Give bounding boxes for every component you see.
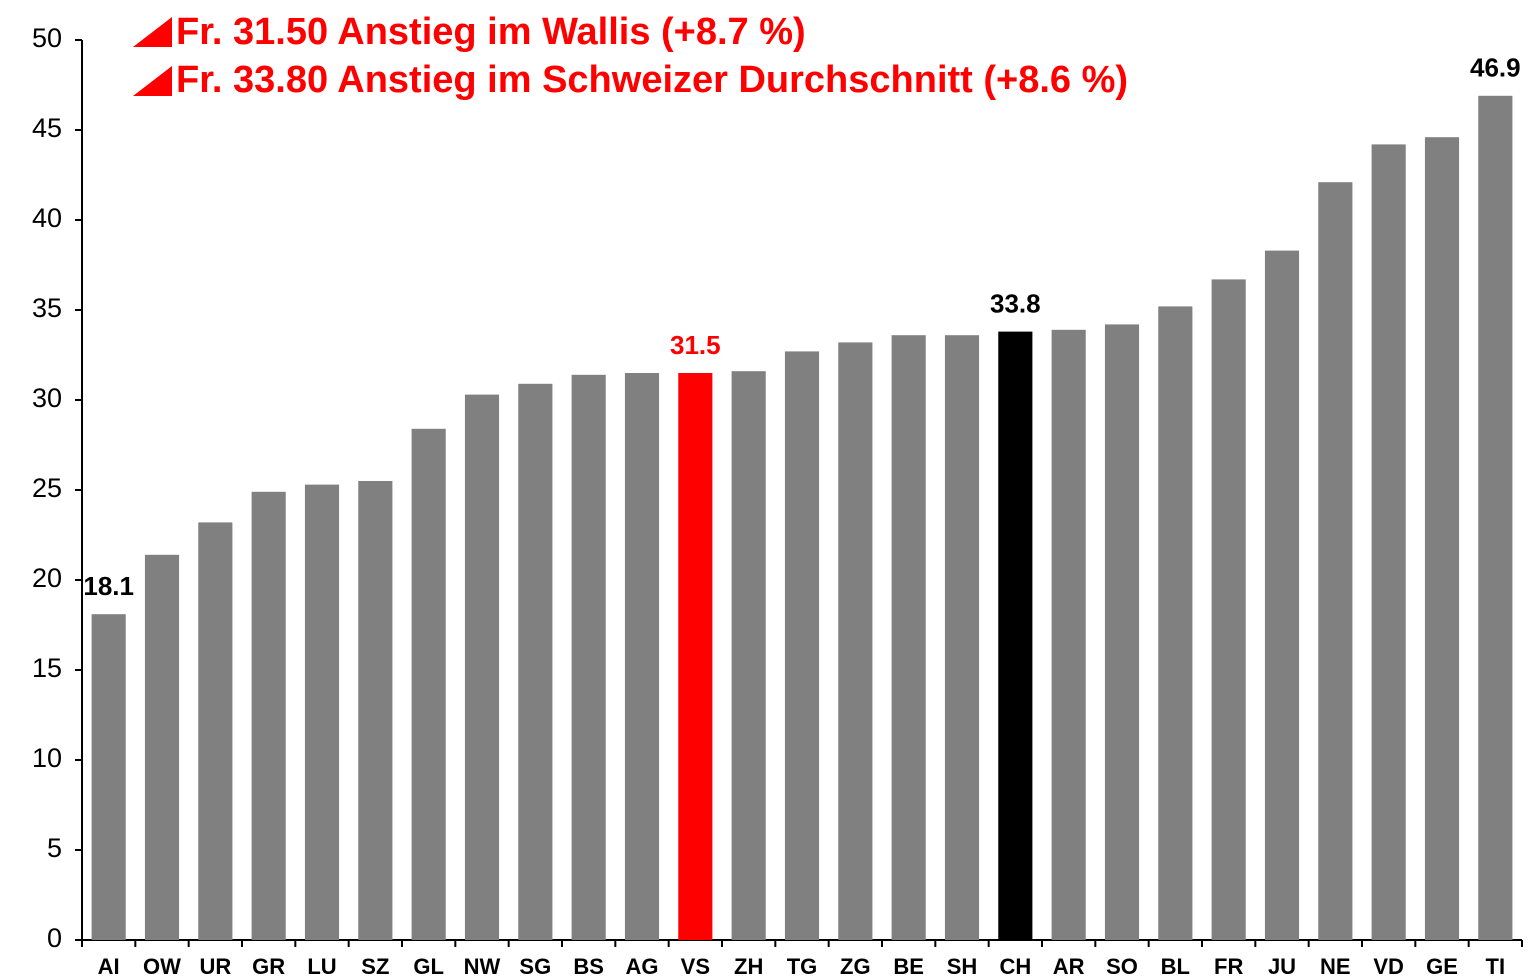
x-tick-label: ZG bbox=[840, 954, 871, 979]
bar bbox=[518, 383, 553, 940]
bar bbox=[358, 481, 393, 940]
bar bbox=[304, 484, 340, 940]
x-tick-label: OW bbox=[143, 954, 181, 979]
bar bbox=[1264, 250, 1300, 941]
value-label: 18.1 bbox=[83, 571, 134, 601]
y-tick-label: 35 bbox=[32, 293, 62, 323]
bar bbox=[998, 331, 1033, 941]
x-tick-label: CH bbox=[999, 954, 1031, 979]
y-tick-label: 30 bbox=[32, 383, 62, 413]
bar bbox=[1211, 279, 1246, 940]
bar bbox=[891, 335, 926, 940]
bar bbox=[1318, 182, 1353, 940]
value-label: 46.9 bbox=[1470, 53, 1521, 83]
x-tick-label: SH bbox=[947, 954, 978, 979]
y-tick-label: 45 bbox=[32, 113, 62, 143]
x-tick-label: BL bbox=[1161, 954, 1190, 979]
bar bbox=[678, 373, 713, 940]
x-tick-label: SO bbox=[1106, 954, 1138, 979]
bar bbox=[91, 614, 126, 940]
annotation: Fr. 31.50 Anstieg im Wallis (+8.7 %) bbox=[176, 11, 806, 53]
x-tick-label: TI bbox=[1486, 954, 1506, 979]
bar bbox=[784, 351, 820, 940]
x-tick-label: SG bbox=[519, 954, 551, 979]
y-tick-label: 40 bbox=[32, 203, 62, 233]
x-tick-label: FR bbox=[1214, 954, 1243, 979]
x-tick-label: AR bbox=[1053, 954, 1085, 979]
x-tick-label: VD bbox=[1373, 954, 1404, 979]
bar bbox=[1051, 329, 1086, 940]
x-tick-label: AG bbox=[626, 954, 659, 979]
value-label: 33.8 bbox=[990, 288, 1041, 318]
bar bbox=[251, 491, 286, 940]
x-tick-label: GE bbox=[1426, 954, 1458, 979]
bar bbox=[731, 371, 766, 940]
x-tick-label: VS bbox=[681, 954, 710, 979]
bar bbox=[464, 394, 500, 941]
bar bbox=[838, 342, 873, 940]
x-tick-label: BE bbox=[893, 954, 924, 979]
x-tick-label: GL bbox=[413, 954, 444, 979]
x-tick-label: UR bbox=[199, 954, 231, 979]
x-tick-label: LU bbox=[307, 954, 336, 979]
x-tick-label: JU bbox=[1268, 954, 1296, 979]
bar bbox=[1478, 95, 1513, 941]
annotation: Fr. 33.80 Anstieg im Schweizer Durchschn… bbox=[176, 59, 1128, 101]
y-tick-label: 0 bbox=[47, 923, 62, 953]
value-label: 31.5 bbox=[670, 330, 721, 360]
x-tick-label: NE bbox=[1320, 954, 1351, 979]
x-tick-label: NW bbox=[464, 954, 501, 979]
y-tick-label: 25 bbox=[32, 473, 62, 503]
bar bbox=[144, 554, 180, 940]
bar bbox=[1424, 137, 1460, 940]
y-tick-label: 10 bbox=[32, 743, 62, 773]
y-tick-label: 15 bbox=[32, 653, 62, 683]
bar bbox=[1104, 324, 1140, 940]
bar bbox=[624, 373, 660, 940]
y-tick-label: 50 bbox=[32, 23, 62, 53]
y-tick-label: 20 bbox=[32, 563, 62, 593]
bar bbox=[944, 335, 980, 940]
up-icon bbox=[133, 66, 172, 96]
x-tick-label: AI bbox=[98, 954, 120, 979]
bar bbox=[198, 522, 233, 940]
bar bbox=[1371, 144, 1406, 940]
x-tick-label: BS bbox=[573, 954, 604, 979]
x-tick-label: ZH bbox=[734, 954, 763, 979]
x-tick-label: TG bbox=[787, 954, 818, 979]
bar bbox=[571, 374, 606, 940]
up-icon bbox=[133, 17, 172, 47]
x-tick-label: GR bbox=[252, 954, 285, 979]
x-tick-label: SZ bbox=[361, 954, 389, 979]
bar bbox=[411, 428, 446, 940]
bar bbox=[1158, 306, 1193, 940]
y-tick-label: 5 bbox=[47, 833, 62, 863]
